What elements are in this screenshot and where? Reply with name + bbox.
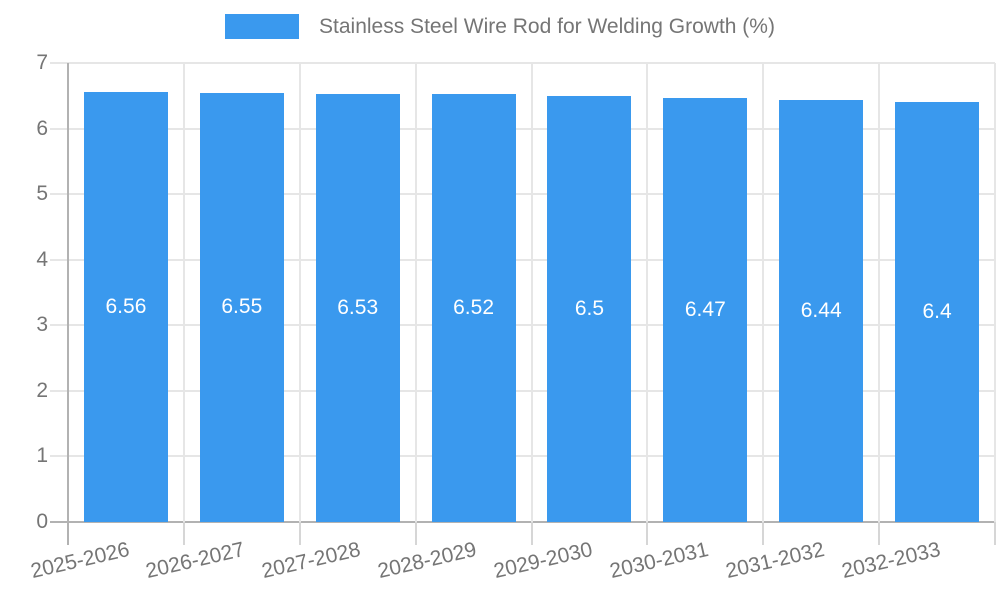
y-axis-label: 3 [36, 313, 48, 337]
bar-value-label: 6.56 [105, 294, 147, 318]
gridline-vertical [646, 63, 649, 522]
x-axis-tick [762, 522, 765, 545]
gridline-horizontal [50, 62, 995, 64]
bar-value-label: 6.52 [453, 296, 494, 320]
gridline-vertical [994, 63, 996, 522]
y-axis-label: 0 [36, 510, 48, 533]
y-axis-label: 1 [36, 444, 48, 468]
x-axis-label: 2030-2031 [607, 538, 711, 584]
bar: 6.5 [547, 95, 632, 522]
legend: Stainless Steel Wire Rod for Welding Gro… [0, 14, 1000, 39]
gridline-vertical [530, 63, 533, 522]
x-axis-label: 2028-2029 [375, 538, 479, 584]
gridline-vertical [298, 63, 301, 522]
bar: 6.4 [895, 102, 980, 522]
x-axis-label: 2029-2030 [491, 538, 595, 584]
y-axis-line [67, 63, 69, 545]
legend-swatch [225, 14, 300, 39]
x-axis-label: 2031-2032 [723, 538, 827, 584]
bar-value-label: 6.4 [922, 300, 952, 324]
gridline-vertical [878, 63, 881, 522]
x-axis-label: 2027-2028 [259, 538, 363, 584]
bar: 6.44 [779, 99, 864, 522]
gridline-vertical [414, 63, 417, 522]
x-axis-tick [414, 522, 417, 545]
bar: 6.52 [431, 94, 516, 522]
gridline-horizontal [50, 455, 995, 458]
legend-label: Stainless Steel Wire Rod for Welding Gro… [319, 14, 775, 38]
bar-value-label: 6.44 [800, 298, 842, 322]
x-axis-label: 2026-2027 [143, 538, 247, 584]
bar: 6.56 [83, 91, 168, 522]
y-axis-label: 2 [36, 378, 48, 402]
gridline-horizontal [50, 324, 995, 327]
x-axis-label: 2025-2026 [28, 538, 132, 584]
gridline-vertical [182, 63, 185, 522]
bar: 6.55 [199, 92, 284, 522]
y-axis-label: 4 [36, 247, 48, 271]
gridline-horizontal [50, 389, 995, 392]
bar-value-label: 6.55 [221, 295, 263, 319]
gridline-horizontal [50, 258, 995, 261]
bar-value-label: 6.53 [337, 295, 379, 319]
x-axis-tick [530, 522, 533, 545]
x-axis-label: 2032-2033 [839, 538, 943, 584]
x-axis-baseline [50, 521, 995, 523]
bar: 6.47 [663, 97, 748, 522]
bar-value-label: 6.5 [574, 296, 605, 320]
x-axis-tick [878, 522, 881, 545]
gridline-vertical [762, 63, 765, 522]
y-axis-label: 5 [36, 182, 48, 206]
x-axis-tick [994, 522, 996, 545]
x-axis-tick [182, 522, 185, 545]
y-axis-label: 6 [36, 116, 48, 140]
bar: 6.53 [315, 93, 400, 522]
x-axis-tick [298, 522, 301, 545]
gridline-horizontal [50, 193, 995, 196]
y-axis-label: 7 [36, 51, 48, 74]
bar-value-label: 6.47 [684, 297, 726, 321]
x-axis-tick [646, 522, 649, 545]
gridline-horizontal [50, 127, 995, 130]
